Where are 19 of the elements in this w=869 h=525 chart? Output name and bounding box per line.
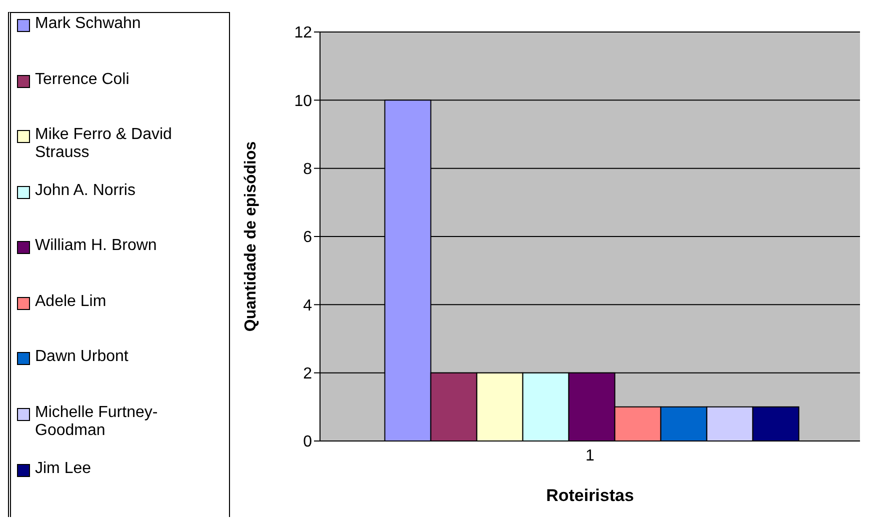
x-tick-label: 1 (586, 447, 595, 464)
x-axis-title: Roteiristas (546, 486, 634, 505)
y-tick-label: 4 (303, 297, 312, 314)
y-tick-label: 12 (294, 24, 312, 42)
legend-label: Dawn Urbont (35, 348, 128, 366)
legend-label: Terrence Coli (35, 70, 130, 89)
y-tick-label: 6 (303, 229, 312, 246)
legend-label: Mark Schwahn (35, 15, 141, 33)
y-tick-label: 10 (294, 92, 312, 110)
legend-label: John A. Norris (35, 182, 136, 200)
y-tick-label: 2 (303, 366, 312, 383)
legend-label: Mike Ferro & David Strauss (35, 126, 173, 162)
y-tick-label: 8 (303, 161, 312, 178)
legend-label: Michelle Furtney-Goodman (35, 404, 159, 440)
legend-label: Adele Lim (35, 292, 106, 311)
legend-label: William H. Brown (35, 237, 157, 256)
y-tick-label: 0 (303, 434, 312, 451)
y-axis-title: Quantidade de episódios (242, 141, 260, 332)
legend-label: Jim Lee (35, 460, 92, 478)
